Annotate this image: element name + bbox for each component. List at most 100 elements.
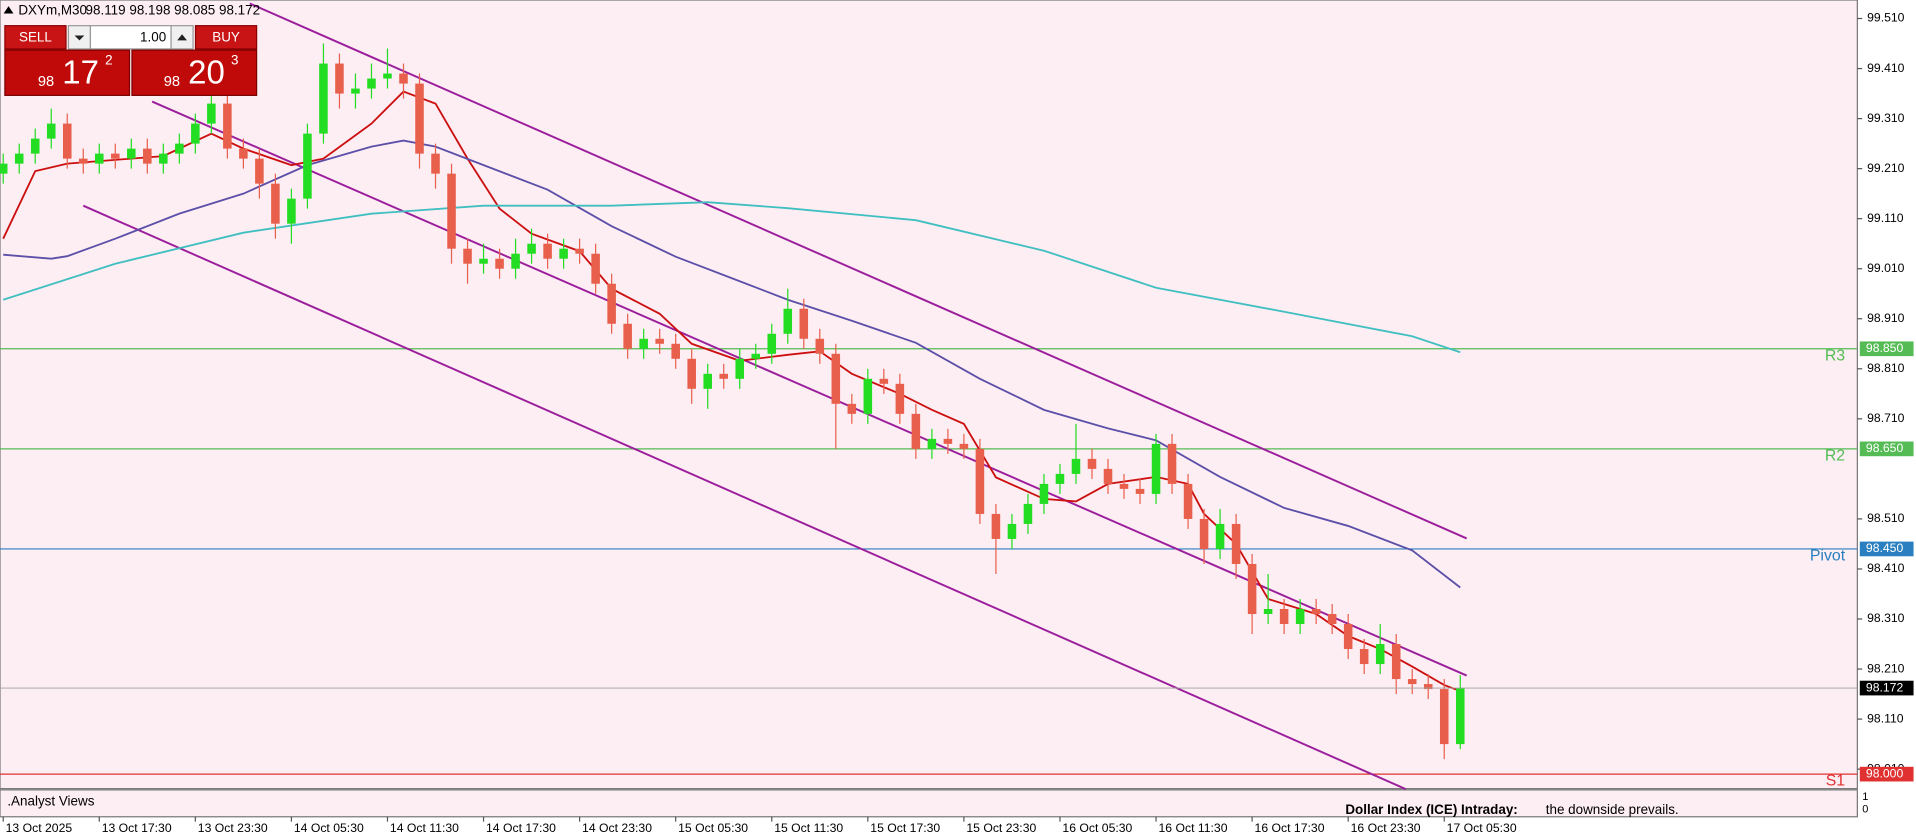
y-tick-label: 98.510 [1867, 511, 1905, 525]
candle-body [511, 253, 520, 269]
level-label: 98.650 [1866, 441, 1904, 455]
candle-body [223, 103, 232, 149]
candle-body [639, 338, 648, 349]
y-tick-label: 98.110 [1867, 711, 1904, 725]
candle-body [1007, 523, 1017, 539]
candle-body [271, 183, 280, 224]
candle-body [671, 343, 680, 359]
level-name: R2 [1825, 447, 1845, 464]
candle-body [831, 353, 841, 404]
candle-body [959, 443, 969, 449]
candle-body [895, 383, 905, 414]
candle-body [0, 163, 8, 174]
annotation-text: the downside prevails. [1546, 802, 1679, 817]
candle-body [911, 413, 921, 449]
plot-area [0, 0, 1858, 790]
x-tick-label: 15 Oct 17:30 [870, 821, 940, 835]
buy-button[interactable] [194, 25, 258, 50]
sub-tick-label: 0 [1862, 803, 1868, 815]
candle-body [591, 253, 600, 284]
candle-body [431, 153, 440, 174]
candle-body [1311, 608, 1321, 615]
candle-body [927, 438, 937, 449]
candle-body [1055, 473, 1065, 484]
candle-body [943, 438, 953, 444]
y-tick-label: 98.910 [1867, 311, 1905, 325]
x-tick-label: 13 Oct 2025 [6, 821, 73, 835]
moving-average [2, 90, 1461, 692]
candle-body [1135, 488, 1145, 494]
y-tick-label: 99.010 [1867, 261, 1905, 275]
candle-body [14, 153, 24, 164]
candle-body [1215, 523, 1225, 549]
candle-body [703, 373, 712, 389]
ask-box[interactable] [131, 49, 258, 96]
symbol: DXYm,M30 [18, 3, 87, 18]
collapse-icon[interactable] [3, 6, 14, 14]
x-tick-label: 17 Oct 05:30 [1447, 821, 1517, 835]
candle-body [207, 103, 216, 124]
y-tick-label: 98.410 [1867, 561, 1905, 575]
candle-body [799, 308, 809, 339]
candle-body [1151, 443, 1161, 494]
candle-body [1455, 688, 1465, 745]
bid-box[interactable] [4, 49, 131, 96]
candle-body [847, 403, 857, 414]
candle-body [623, 323, 632, 349]
candle-body [1391, 644, 1401, 680]
sell-button[interactable] [4, 25, 67, 50]
candle-body [1231, 523, 1241, 564]
sub-window [0, 789, 1858, 818]
level-box [1859, 441, 1914, 457]
candle-body [1375, 644, 1385, 665]
annotation-title: Dollar Index (ICE) Intraday: [1345, 802, 1517, 817]
candle-body [1167, 443, 1177, 484]
candle-body [463, 248, 472, 264]
candle-body [495, 258, 504, 269]
level-label: 98.000 [1866, 766, 1904, 780]
level-name: R3 [1825, 347, 1845, 364]
candle-body [94, 153, 104, 164]
y-tick-label: 99.510 [1867, 11, 1905, 25]
trade-panel: SELL 1.00 BUY 98 17 2 98 20 3 [4, 25, 258, 96]
candle-body [175, 143, 184, 154]
candle-body [287, 198, 296, 224]
x-tick-label: 13 Oct 23:30 [198, 821, 268, 835]
candle-body [1023, 503, 1033, 524]
candle-body [1343, 624, 1353, 650]
candle-body [1103, 468, 1113, 484]
candle-body [1359, 649, 1369, 665]
candle-body [1407, 679, 1417, 685]
y-tick-label: 99.410 [1867, 61, 1905, 75]
x-tick-label: 16 Oct 11:30 [1158, 821, 1227, 835]
x-tick-label: 15 Oct 11:30 [774, 821, 843, 835]
sell-label: SELL [19, 29, 52, 44]
candle-body [30, 138, 40, 154]
bid-big: 98 [38, 74, 54, 90]
candle-body [559, 248, 568, 259]
candle-body [367, 78, 376, 89]
y-tick-label: 98.310 [1867, 611, 1905, 625]
x-tick-label: 15 Oct 23:30 [966, 821, 1036, 835]
x-tick-label: 16 Oct 23:30 [1351, 821, 1421, 835]
channel-line [151, 100, 1468, 677]
candle-body [1295, 608, 1305, 625]
channel-line [82, 204, 1407, 791]
candle-body [783, 308, 793, 334]
candle-body [1087, 458, 1097, 469]
volume: 1.00 [140, 29, 166, 44]
candle-body [383, 73, 392, 79]
y-tick-label: 98.810 [1867, 361, 1905, 375]
ask-big: 98 [164, 74, 180, 90]
candle-body [575, 248, 584, 254]
candle-body [607, 283, 616, 324]
candle-body [1183, 483, 1193, 519]
x-tick-label: 13 Oct 17:30 [102, 821, 172, 835]
candle-body [1247, 563, 1257, 615]
candle-body [527, 243, 536, 254]
candle-body [719, 373, 729, 379]
candle-body [751, 353, 761, 359]
level-name: Pivot [1810, 547, 1846, 564]
